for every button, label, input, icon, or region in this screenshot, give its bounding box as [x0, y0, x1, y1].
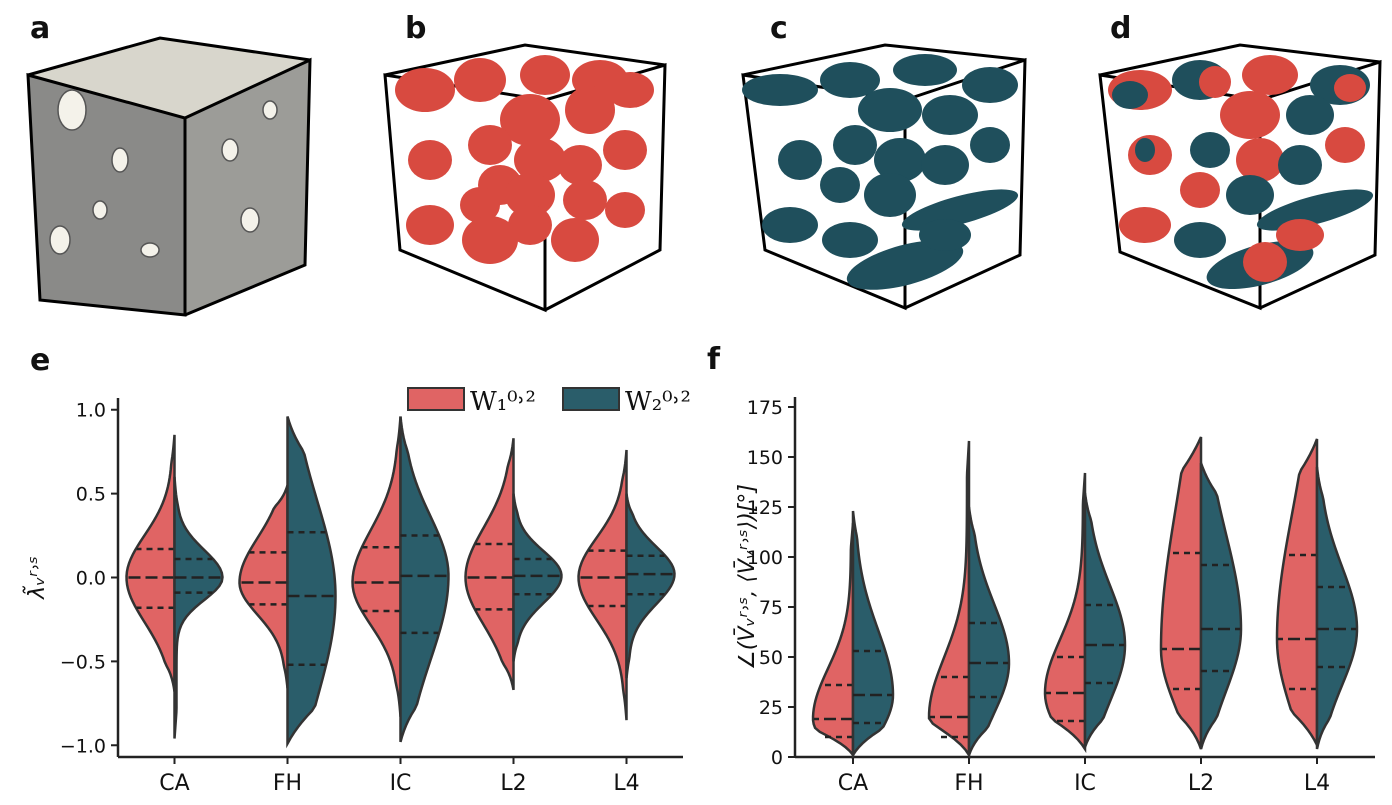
- violin-half: [1275, 438, 1319, 746]
- violin-half: [1043, 472, 1087, 754]
- y-tick-label: −1.0: [60, 735, 106, 757]
- y-tick-label: 0: [771, 747, 783, 769]
- violin-half: [811, 522, 855, 759]
- panel-label: e: [30, 343, 50, 378]
- panel-c-render: [741, 43, 1027, 311]
- y-axis-label: λ̃ᵥʳ˒ˢ: [22, 556, 50, 600]
- panel-label: c: [770, 11, 788, 46]
- y-tick-label: 100: [747, 547, 783, 569]
- panel-label: f: [707, 342, 721, 377]
- violin-half: [851, 510, 895, 760]
- x-tick-label: FH: [954, 771, 983, 796]
- violin-half: [1315, 466, 1359, 750]
- violin-half: [464, 438, 515, 691]
- violin-half: [1159, 436, 1203, 750]
- legend-swatch: [407, 387, 465, 411]
- violin-half: [351, 416, 402, 717]
- panel-a-render: [26, 36, 312, 317]
- violin-half: [125, 434, 176, 692]
- x-tick-label: L2: [500, 771, 526, 796]
- violin-half: [512, 493, 563, 662]
- y-tick-label: 0.5: [76, 484, 106, 506]
- panel-label: b: [405, 11, 426, 46]
- x-tick-label: CA: [838, 771, 868, 796]
- x-tick-label: L4: [1304, 771, 1330, 796]
- y-tick-label: 25: [759, 697, 783, 719]
- panel-label: d: [1110, 11, 1131, 46]
- y-tick-label: 175: [747, 397, 783, 419]
- violin-half: [399, 416, 450, 743]
- y-tick-label: 75: [759, 597, 783, 619]
- y-tick-label: 0.0: [76, 568, 106, 590]
- y-axis-label: ∠(V̄ᵥʳ˒ˢ, ⟨V̄ᵥʳ˒ˢ⟩)[°]: [734, 484, 760, 670]
- violin-half: [967, 506, 1011, 756]
- panel-d-render: [1098, 43, 1382, 311]
- violin-half: [577, 449, 628, 721]
- violin-half: [625, 493, 676, 679]
- violin-half: [1083, 492, 1127, 748]
- x-tick-label: FH: [273, 771, 302, 796]
- y-tick-label: 1.0: [76, 400, 106, 422]
- x-tick-label: L4: [613, 771, 639, 796]
- x-tick-label: CA: [159, 771, 189, 796]
- violin-half: [1199, 462, 1243, 750]
- panel-label: a: [30, 11, 50, 46]
- violin-half: [173, 476, 224, 739]
- x-tick-label: L2: [1188, 771, 1214, 796]
- x-tick-label: IC: [1074, 771, 1096, 796]
- y-tick-label: 50: [759, 647, 783, 669]
- panel-b-render: [383, 43, 667, 313]
- legend-label: W₂⁰˒²: [625, 387, 691, 417]
- y-tick-label: −0.5: [60, 651, 106, 673]
- legend-label: W₁⁰˒²: [470, 387, 536, 417]
- legend-swatch: [562, 387, 620, 411]
- violin-half: [286, 416, 337, 749]
- y-tick-label: 150: [747, 447, 783, 469]
- violin-half: [927, 440, 971, 760]
- violin-half: [238, 484, 289, 689]
- y-tick-label: 125: [747, 497, 783, 519]
- x-tick-label: IC: [390, 771, 412, 796]
